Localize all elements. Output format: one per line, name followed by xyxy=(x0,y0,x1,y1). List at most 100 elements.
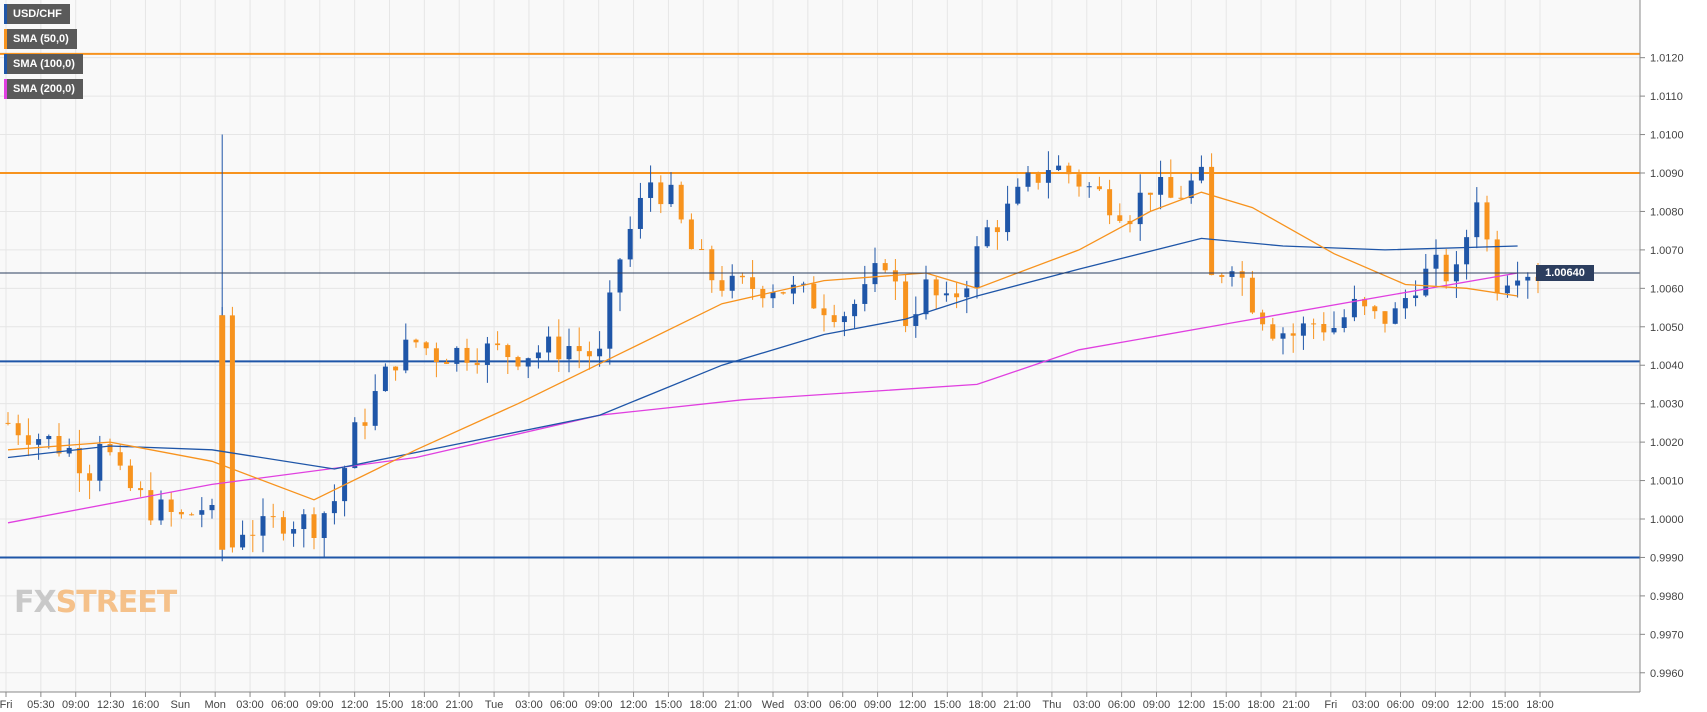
candle-body xyxy=(801,283,807,285)
candle-body xyxy=(117,452,123,466)
legend-label: SMA (50,0) xyxy=(13,33,69,45)
x-tick-label: 03:00 xyxy=(1352,699,1380,711)
sma200-line xyxy=(7,272,1518,524)
x-tick-label: 15:00 xyxy=(655,699,683,711)
candle-body xyxy=(535,352,541,359)
candle-body xyxy=(637,197,643,229)
y-tick-label: 0.9970 xyxy=(1650,629,1684,641)
x-tick-label: 09:00 xyxy=(1143,699,1171,711)
candle-body xyxy=(127,465,133,489)
candle-body xyxy=(1413,295,1419,299)
candle-body xyxy=(76,447,82,474)
candle-body xyxy=(1168,177,1174,198)
x-tick-label: 18:00 xyxy=(1247,699,1275,711)
candle-body xyxy=(1147,192,1153,195)
candle-body xyxy=(811,283,817,309)
candle-body xyxy=(1494,239,1500,294)
x-tick-label: Wed xyxy=(762,699,784,711)
candle-body xyxy=(770,292,776,299)
candle-body xyxy=(148,490,154,521)
y-tick-label: 1.0060 xyxy=(1650,283,1684,295)
candle-body xyxy=(25,435,31,445)
candle-body xyxy=(464,347,470,363)
x-tick-label: 06:00 xyxy=(271,699,299,711)
candle-body xyxy=(178,511,184,515)
candle-body xyxy=(474,362,480,365)
x-tick-label: 09:00 xyxy=(62,699,90,711)
candle-body xyxy=(515,357,521,367)
x-tick-label: 09:00 xyxy=(306,699,334,711)
candle-body xyxy=(1045,170,1051,183)
candle-body xyxy=(852,303,858,317)
candle-body xyxy=(862,284,868,304)
candle-body xyxy=(219,315,226,550)
candle-body xyxy=(709,249,715,281)
candle-body xyxy=(903,281,909,326)
candle-body xyxy=(403,339,409,371)
candle-body xyxy=(1300,323,1306,336)
candle-body xyxy=(1035,172,1041,183)
candle-body xyxy=(1423,268,1429,296)
candle-body xyxy=(729,275,735,291)
sma100-line xyxy=(7,237,1518,470)
legend-item-sma100[interactable]: SMA (100,0) xyxy=(4,54,83,74)
candle-body xyxy=(719,280,725,291)
candle-body xyxy=(46,435,52,440)
candle-body xyxy=(831,315,837,323)
candle-body xyxy=(658,182,664,205)
x-tick-label: 16:00 xyxy=(132,699,160,711)
x-tick-label: 09:00 xyxy=(864,699,892,711)
legend-item-sma50[interactable]: SMA (50,0) xyxy=(4,29,77,49)
candle-body xyxy=(1402,298,1408,309)
y-tick-label: 1.0030 xyxy=(1650,399,1684,411)
candle-body xyxy=(1239,271,1245,278)
candle-body xyxy=(1362,298,1368,307)
x-tick-label: 09:00 xyxy=(1422,699,1450,711)
candle-body xyxy=(138,488,144,491)
y-tick-label: 0.9990 xyxy=(1650,552,1684,564)
candle-body xyxy=(1117,215,1123,221)
x-tick-label: Mon xyxy=(204,699,225,711)
candle-body xyxy=(433,348,439,362)
candles xyxy=(5,134,1541,562)
x-tick-label: 18:00 xyxy=(411,699,439,711)
y-tick-label: 1.0090 xyxy=(1650,168,1684,180)
candle-body xyxy=(1209,166,1215,276)
candle-body xyxy=(1270,324,1276,339)
candle-body xyxy=(1096,186,1102,190)
candle-body xyxy=(1076,174,1082,187)
y-axis: 1.0120 1.0110 1.0100 1.0090 1.0080 1.0070 1.00… xyxy=(1640,53,1684,680)
candle-body xyxy=(454,347,460,364)
x-tick-label: Sun xyxy=(171,699,191,711)
horizontal-levels xyxy=(0,52,1640,559)
candle-body xyxy=(1341,317,1347,328)
candle-body xyxy=(1392,308,1398,324)
x-tick-label: Fri xyxy=(1324,699,1337,711)
candle-body xyxy=(36,439,42,445)
candle-body xyxy=(1372,306,1378,312)
x-tick-label: 06:00 xyxy=(550,699,578,711)
x-tick-label: Thu xyxy=(1042,699,1061,711)
y-tick-label: 1.0110 xyxy=(1650,91,1683,103)
candle-body xyxy=(617,259,623,293)
candle-body xyxy=(1280,333,1286,339)
legend-label: USD/CHF xyxy=(13,8,62,20)
candle-body xyxy=(923,279,929,315)
candle-body xyxy=(168,499,174,512)
x-tick-label: 12:00 xyxy=(620,699,648,711)
legend-item-symbol[interactable]: USD/CHF xyxy=(4,4,70,24)
x-tick-label: 15:00 xyxy=(1212,699,1240,711)
legend-item-sma200[interactable]: SMA (200,0) xyxy=(4,79,83,99)
x-tick-label: 03:00 xyxy=(515,699,543,711)
legend-label: SMA (100,0) xyxy=(13,58,75,70)
candle-body xyxy=(954,293,960,298)
candle-body xyxy=(974,246,980,289)
logo-prefix: FX xyxy=(14,585,57,620)
candle-body xyxy=(158,499,164,521)
candle-body xyxy=(1331,327,1337,333)
candle-body xyxy=(189,514,195,516)
candle-body xyxy=(423,342,429,349)
x-tick-label: 15:00 xyxy=(934,699,962,711)
y-tick-label: 1.0010 xyxy=(1650,476,1684,488)
